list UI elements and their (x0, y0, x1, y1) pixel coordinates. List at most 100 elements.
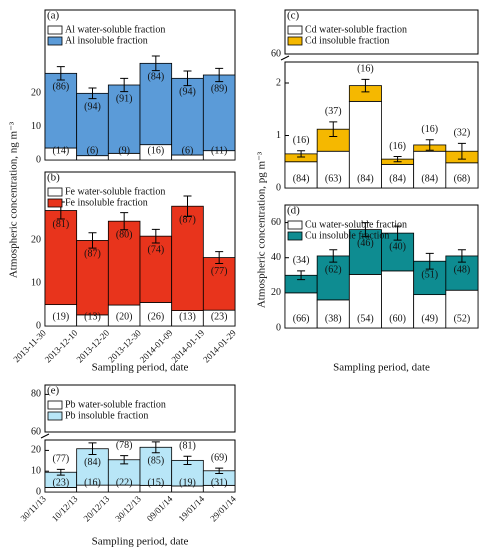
fraction-label: (81) (52, 219, 69, 230)
fraction-label: (77) (211, 266, 228, 277)
legend-swatch (47, 36, 63, 46)
bar-segment (107, 220, 141, 306)
error-bar (329, 249, 338, 263)
fraction-label: (62) (325, 264, 342, 275)
legend-label: Cd water-soluble fraction (305, 24, 407, 35)
x-tick-label: 29/01/14 (208, 493, 238, 523)
error-bar (88, 87, 97, 100)
fraction-label: (16) (84, 477, 101, 488)
y-tick-label: 1 (276, 130, 281, 141)
y-tick-label: 20 (271, 287, 281, 298)
legend-swatch (287, 220, 303, 230)
legend-swatch (47, 198, 63, 208)
fraction-label: (91) (116, 93, 133, 104)
x-tick-label: 09/01/14 (145, 493, 175, 523)
fraction-label: (20) (116, 311, 133, 322)
bar-segment (413, 294, 447, 329)
fraction-label: (22) (116, 477, 133, 488)
error-bar (151, 228, 160, 244)
fraction-label: (87) (84, 249, 101, 260)
y-tick-label: 60 (31, 426, 41, 437)
fraction-label: (14) (52, 145, 69, 156)
upper-frame (44, 384, 236, 433)
fraction-label: (81) (179, 441, 196, 452)
y-tick-label: 2 (276, 77, 281, 88)
fraction-label: (94) (84, 102, 101, 113)
fraction-label: (87) (179, 215, 196, 226)
bar-segment (202, 257, 236, 311)
fraction-label: (31) (211, 477, 228, 488)
fraction-label: (84) (357, 173, 374, 184)
error-bar (425, 252, 434, 270)
fraction-label: (84) (147, 72, 164, 83)
error-bar (88, 442, 97, 456)
error-bar (183, 195, 192, 217)
legend-label: Fe insoluble fraction (65, 197, 148, 208)
fraction-label: (40) (389, 241, 406, 252)
fraction-label: (54) (357, 313, 374, 324)
error-bar (151, 55, 160, 72)
error-bar (297, 150, 306, 158)
bar-segment (107, 84, 141, 154)
bar-segment (76, 240, 109, 316)
legend-label: Pb insoluble fraction (65, 410, 148, 421)
x-tick-label: 2014-01-19 (169, 327, 206, 364)
panel-label: (b) (47, 172, 60, 184)
fraction-label: (9) (118, 145, 130, 156)
x-tick-label: 2013-12-20 (74, 327, 111, 364)
y-tick-label: 10 (31, 465, 41, 476)
y-tick-label: 0 (36, 154, 41, 165)
fraction-label: (15) (147, 477, 164, 488)
fraction-label: (68) (454, 173, 471, 184)
fraction-label: (51) (421, 270, 438, 281)
error-bar (393, 225, 402, 241)
panel-label: (c) (287, 10, 300, 22)
x-tick-label: 10/12/13 (50, 493, 80, 523)
x-tick-label: 2013-12-10 (43, 327, 80, 364)
fraction-label: (13) (179, 311, 196, 322)
axis-break (280, 55, 290, 61)
fraction-label: (6) (87, 145, 99, 156)
fraction-label: (16) (389, 141, 406, 152)
error-bar (215, 251, 224, 265)
fraction-label: (89) (211, 83, 228, 94)
fraction-label: (66) (293, 313, 310, 324)
error-bar (329, 121, 338, 138)
fraction-label: (6) (182, 145, 194, 156)
y-tick-label: 20 (31, 445, 41, 456)
y-tick-label: 20 (31, 88, 41, 99)
fraction-label: (85) (147, 456, 164, 467)
error-bar (457, 249, 466, 263)
bar-segment (44, 210, 78, 306)
error-bar (56, 468, 65, 476)
fraction-label: (34) (293, 255, 310, 266)
bar-segment (316, 299, 350, 329)
y-tick-label: 60 (271, 217, 281, 228)
fraction-label: (11) (211, 145, 227, 156)
legend-label: Cu water-soluble fraction (305, 219, 407, 230)
fraction-label: (19) (179, 477, 196, 488)
error-bar (120, 77, 129, 93)
y-tick-label: 80 (31, 389, 41, 400)
error-bar (215, 467, 224, 474)
error-bar (151, 441, 160, 454)
fraction-label: (74) (147, 244, 164, 255)
y-tick-label: 60 (271, 48, 281, 59)
error-bar (88, 232, 97, 249)
x-tick-label: 30/12/13 (113, 493, 143, 523)
legend-label: Al insoluble fraction (65, 35, 148, 46)
fraction-label: (19) (52, 311, 69, 322)
fraction-label: (13) (84, 311, 101, 322)
x-tick-label: 20/12/13 (81, 493, 111, 523)
fraction-label: (84) (421, 173, 438, 184)
legend-swatch (287, 25, 303, 35)
fraction-label: (37) (325, 106, 342, 117)
fraction-label: (60) (389, 313, 406, 324)
x-tick-label: 2013-12-30 (106, 327, 143, 364)
fraction-label: (32) (454, 128, 471, 139)
bar-segment (76, 155, 109, 161)
y-tick-label: 0 (36, 320, 41, 331)
fraction-label: (77) (52, 454, 69, 465)
y-tick-label: 0 (276, 182, 281, 193)
